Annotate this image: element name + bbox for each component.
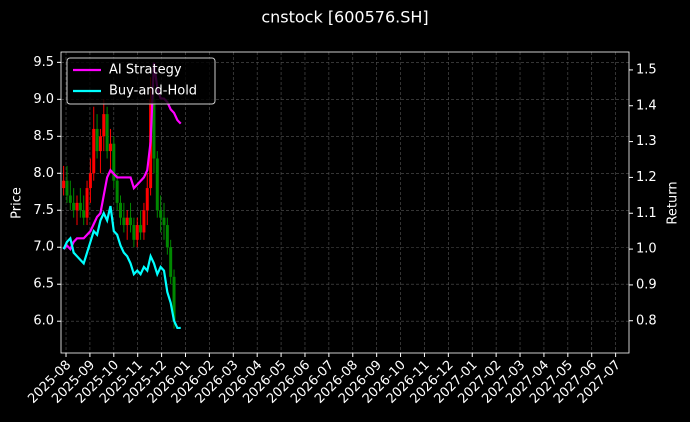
y-tick-label: 7.5 <box>33 203 54 218</box>
y-tick-label: 9.0 <box>33 92 54 107</box>
y-tick-label: 6.5 <box>33 277 54 292</box>
candle-body <box>85 188 89 218</box>
candle-body <box>72 202 76 211</box>
candle-body <box>119 202 123 218</box>
y2-tick-label: 1.3 <box>636 134 657 149</box>
y2-tick-label: 0.9 <box>636 277 657 292</box>
candle-body <box>172 276 176 322</box>
y-axis-label: Price <box>10 187 25 219</box>
legend-label: AI Strategy <box>109 63 182 78</box>
candle-body <box>139 225 143 233</box>
candle-body <box>122 217 126 226</box>
y-tick-label: 8.0 <box>33 166 54 181</box>
candle-body <box>159 210 163 218</box>
candle-body <box>142 210 146 233</box>
candle-body <box>75 202 79 211</box>
candle-body <box>115 180 119 203</box>
candle-body <box>82 210 86 218</box>
candle-body <box>125 217 129 226</box>
candle-body <box>65 180 69 196</box>
candle-body <box>108 143 112 152</box>
candle-body <box>78 202 82 211</box>
candle-body <box>92 128 96 174</box>
legend-box <box>66 57 216 105</box>
candle-body <box>95 128 99 152</box>
y2-tick-label: 1.4 <box>636 98 657 113</box>
y2-tick-label: 1.1 <box>636 206 657 221</box>
candle-body <box>132 225 136 240</box>
chart-title: cnstock [600576.SH] <box>261 8 428 27</box>
candle-body <box>88 173 92 189</box>
y2-axis-label: Return <box>666 181 681 224</box>
y2-tick-label: 1.2 <box>636 170 657 185</box>
candle-body <box>112 143 116 181</box>
candle-body <box>68 195 72 203</box>
candle-body <box>135 225 139 240</box>
y-tick-label: 6.0 <box>33 314 54 329</box>
plot-frame <box>60 51 630 354</box>
y-tick-label: 7.0 <box>33 240 54 255</box>
series-line <box>62 205 181 330</box>
candle-body <box>165 225 169 248</box>
candle-body <box>162 217 166 226</box>
candle-body <box>129 217 133 226</box>
candle-body <box>145 188 149 211</box>
y2-tick-label: 0.8 <box>636 313 657 328</box>
candle-body <box>155 158 159 211</box>
y2-tick-label: 1.0 <box>636 242 657 257</box>
legend-label: Buy-and-Hold <box>109 84 197 99</box>
candle-body <box>102 114 106 137</box>
candle-body <box>62 180 66 189</box>
y-tick-label: 8.5 <box>33 129 54 144</box>
candle-body <box>169 247 173 277</box>
y2-tick-label: 1.5 <box>636 62 657 77</box>
candle-body <box>105 114 109 152</box>
candle-body <box>152 99 156 159</box>
y-tick-label: 9.5 <box>33 55 54 70</box>
candle-body <box>98 136 102 152</box>
